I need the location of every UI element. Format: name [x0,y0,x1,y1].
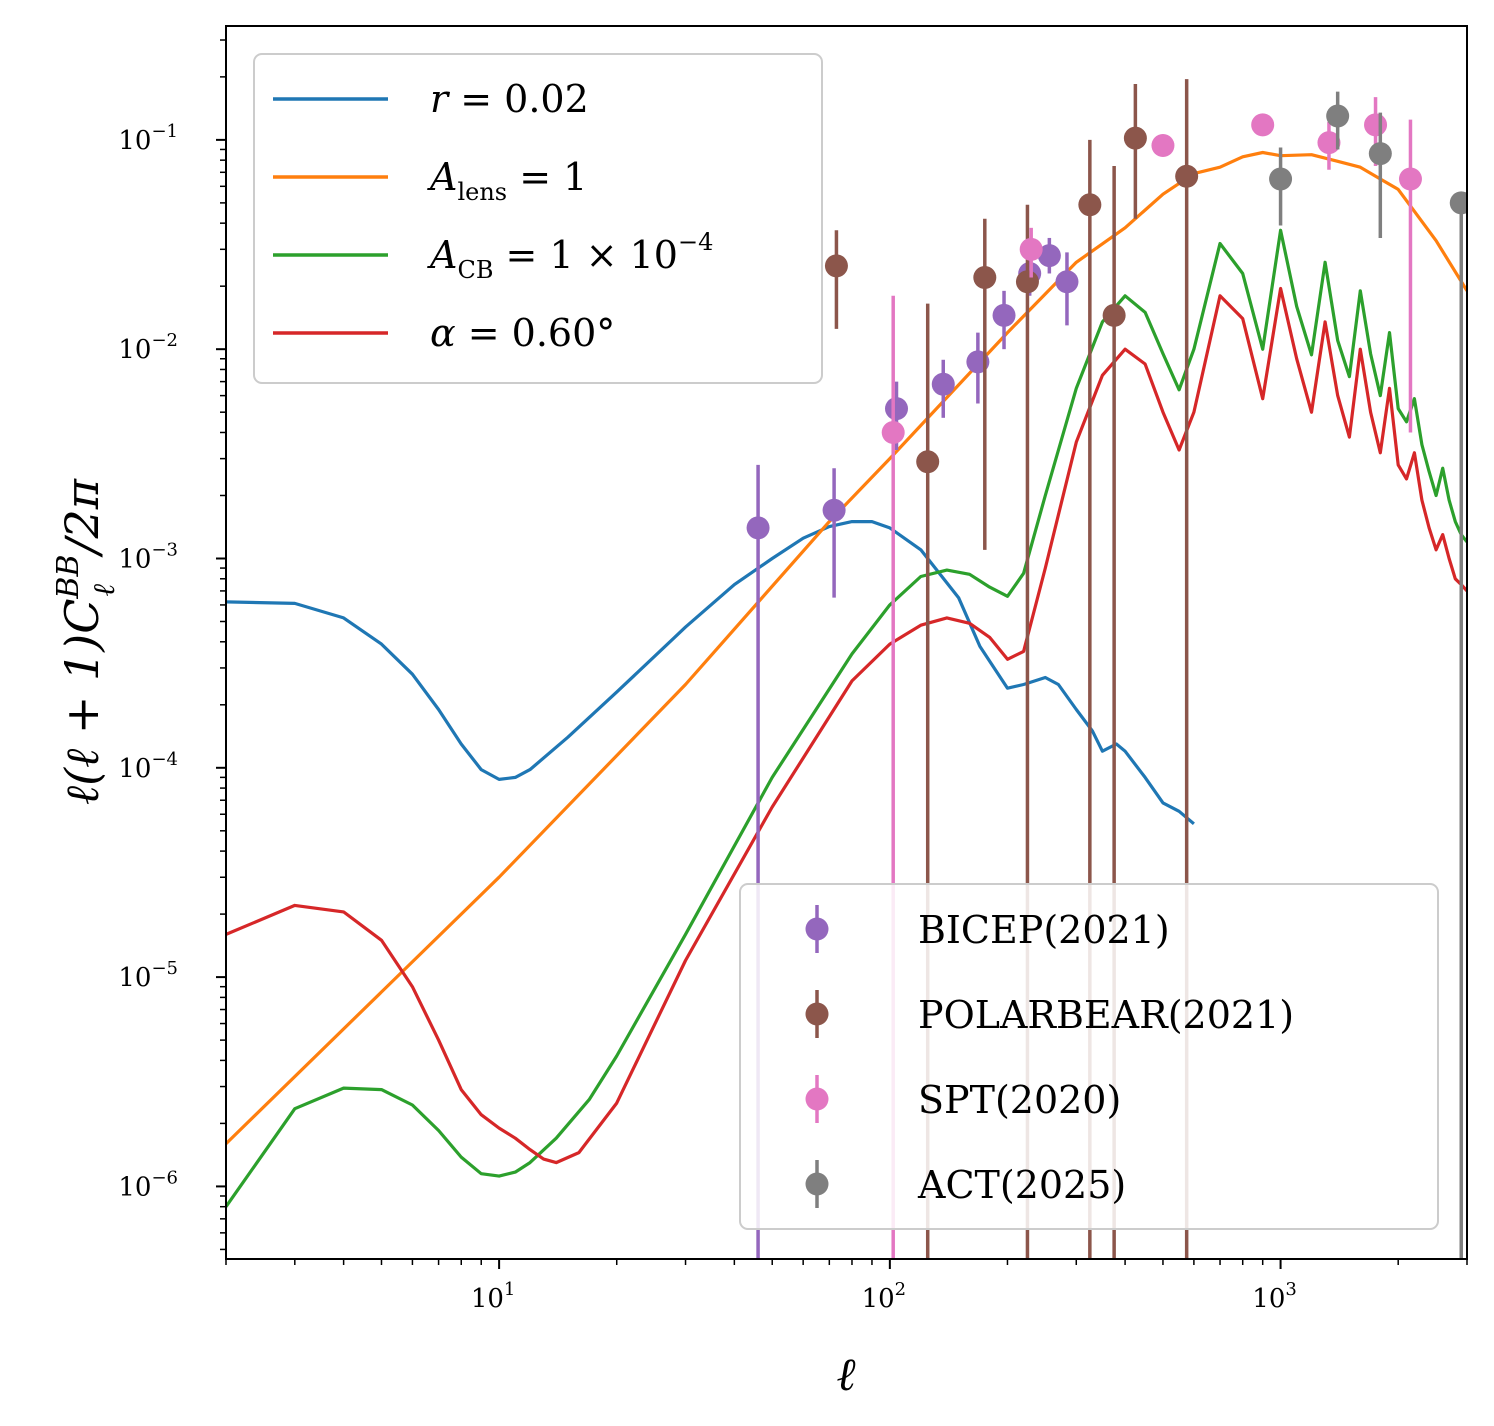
legend-label-lens: Alens = 1 [427,155,587,206]
legend-label-spt: SPT(2020) [918,1078,1121,1122]
line-legend: r = 0.02 Alens = 1 ACB = 1 × 10−4 α = 0.60° [253,53,823,384]
point-spt [1019,237,1043,261]
legend-label-r: r = 0.02 [430,77,589,121]
series-line-lens [226,150,1467,1145]
y-axis-label-sub: ℓ [87,583,122,596]
points-legend-box [739,883,1439,1230]
point-polarbear [1015,270,1039,294]
point-act [1326,104,1350,128]
legend-label-polarbear: POLARBEAR(2021) [918,993,1294,1037]
point-act [1368,142,1392,166]
point-spt [881,420,905,444]
legend-marker-act [805,1172,829,1196]
y-axis-label-tail: /2π [55,478,109,558]
y-tick-label: 10−4 [118,749,178,784]
point-bicep [822,498,846,522]
point-spt [1398,167,1422,191]
svg-text:ℓ(ℓ + 1)CBBℓ/2π: ℓ(ℓ + 1)CBBℓ/2π [51,478,122,805]
x-tick-label: 102 [862,1279,907,1314]
point-spt [1151,134,1175,158]
line-legend-box [253,53,823,384]
legend-marker-spt [805,1087,829,1111]
y-tick-label: 10−3 [118,539,178,574]
legend-label-cb: ACB = 1 × 10−4 [427,228,713,284]
point-polarbear [1123,126,1147,150]
y-axis-label: ℓ(ℓ + 1)CBBℓ/2π [51,478,122,805]
y-axis-label-main: ℓ(ℓ + 1)C [55,599,109,805]
y-axis-ticks: 10−6 10−5 10−4 10−3 10−2 10−1 [118,39,226,1251]
point-polarbear [1078,193,1102,217]
y-tick-label: 10−6 [118,1167,178,1202]
series-line-alpha [226,286,1467,1165]
series-line-cb [226,228,1467,1208]
y-tick-label: 10−1 [118,121,178,156]
point-spt [1317,131,1341,155]
point-polarbear [1175,164,1199,188]
point-bicep [1037,244,1061,268]
y-tick-label: 10−5 [118,958,178,993]
point-polarbear [973,266,997,290]
points-legend: BICEP(2021) POLARBEAR(2021) SPT(2020) ACT(2… [739,883,1439,1230]
y-tick-label: 10−2 [118,330,178,365]
point-act [1449,191,1467,215]
legend-marker-bicep [805,917,829,941]
x-axis-label: ℓ [836,1347,856,1401]
point-bicep [746,516,770,540]
point-act [1269,167,1293,191]
x-tick-label: 101 [471,1279,516,1314]
legend-label-alpha: α = 0.60° [430,311,615,355]
point-polarbear [1102,303,1126,327]
point-spt [1364,113,1388,137]
point-bicep [992,303,1016,327]
point-polarbear [824,254,848,278]
x-tick-label: 103 [1252,1279,1297,1314]
point-bicep [884,397,908,421]
point-bicep [931,372,955,396]
legend-label-act: ACT(2025) [917,1163,1126,1207]
point-spt [1251,113,1275,137]
point-polarbear [916,450,940,474]
legend-marker-polarbear [805,1002,829,1026]
points-layer [746,79,1467,1259]
legend-label-bicep: BICEP(2021) [918,908,1170,952]
series-layer [226,150,1467,1208]
series-line-r [226,519,1195,826]
point-bicep [1055,270,1079,294]
x-axis-ticks: 101 102 103 [225,1259,1468,1314]
y-axis-label-sup: BB [51,554,86,599]
